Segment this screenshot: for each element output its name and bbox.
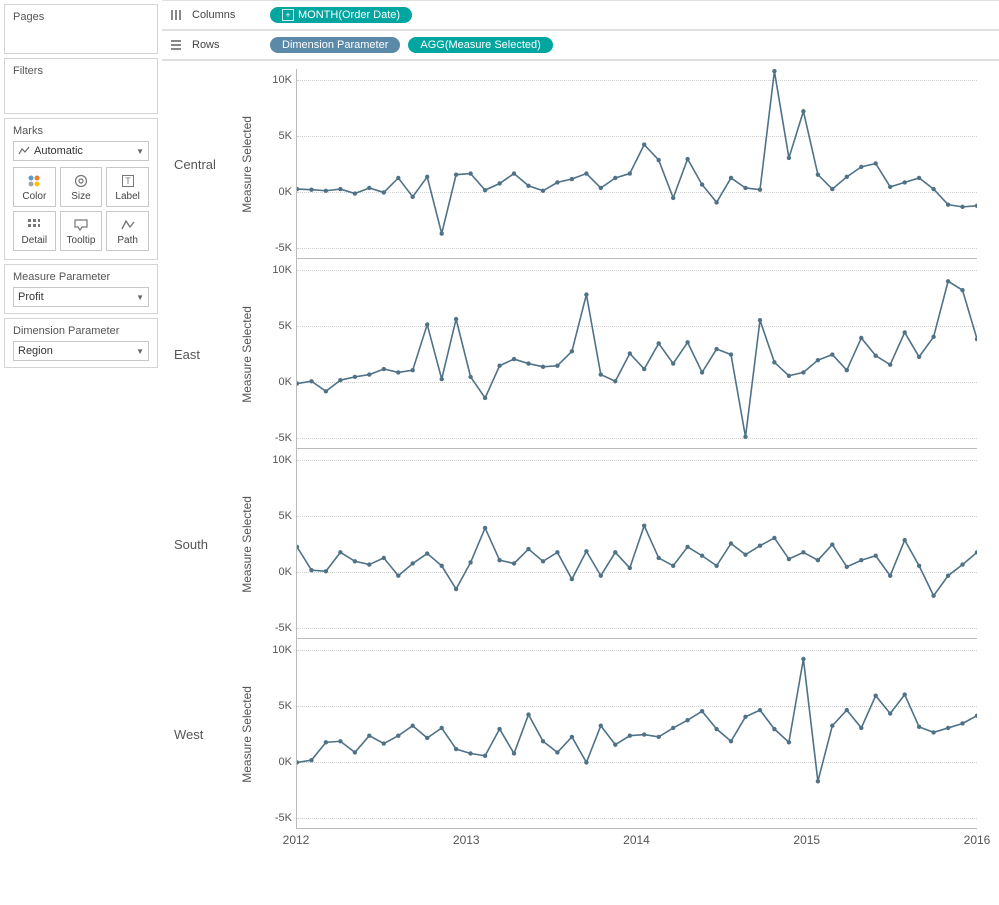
chevron-down-icon: ▼ [136, 147, 144, 156]
y-tick: 5K [279, 700, 292, 712]
filters-card: Filters [4, 58, 158, 114]
x-tick: 2014 [623, 833, 650, 847]
panel-label: West [170, 727, 240, 742]
mark-btn-label: Path [117, 235, 138, 246]
chart-panel: SouthMeasure Selected -5K 0K 5K 10K [170, 449, 991, 639]
chevron-down-icon: ▼ [136, 347, 144, 356]
y-axis-title: Measure Selected [240, 116, 258, 213]
svg-text:T: T [125, 176, 131, 186]
measure-parameter-card: Measure Parameter Profit ▼ [4, 264, 158, 314]
mark-btn-label: Color [22, 191, 46, 202]
rows-pill-2[interactable]: AGG(Measure Selected) [408, 37, 552, 53]
mark-btn-size[interactable]: Size [60, 167, 103, 207]
y-tick: -5K [275, 622, 292, 634]
pages-card: Pages [4, 4, 158, 54]
mark-btn-label: Tooltip [67, 235, 96, 246]
rows-label: Rows [192, 39, 262, 51]
mark-btn-label[interactable]: T Label [106, 167, 149, 207]
mark-btn-detail[interactable]: Detail [13, 211, 56, 251]
mark-btn-path[interactable]: Path [106, 211, 149, 251]
chart-area [296, 259, 977, 449]
marks-title: Marks [13, 125, 149, 137]
y-tick: 10K [272, 74, 292, 86]
y-tick: 10K [272, 454, 292, 466]
dimension-param-select[interactable]: Region ▼ [13, 341, 149, 361]
y-tick: 5K [279, 320, 292, 332]
mark-btn-label: Label [115, 191, 139, 202]
x-tick: 2013 [453, 833, 480, 847]
y-axis-ticks: -5K 0K 5K 10K [258, 449, 296, 639]
mark-btn-label: Detail [22, 235, 48, 246]
panel-label: South [170, 537, 240, 552]
y-axis-title: Measure Selected [240, 306, 258, 403]
measure-param-select[interactable]: Profit ▼ [13, 287, 149, 307]
y-axis-ticks: -5K 0K 5K 10K [258, 639, 296, 829]
y-tick: -5K [275, 812, 292, 824]
chart-panel: WestMeasure Selected -5K 0K 5K 10K [170, 639, 991, 829]
columns-shelf[interactable]: Columns + MONTH(Order Date) [162, 0, 999, 30]
rows-pill-1[interactable]: Dimension Parameter [270, 37, 400, 53]
y-axis-title: Measure Selected [240, 496, 258, 593]
plus-icon: + [282, 9, 294, 21]
x-axis-ticks: 20122013201420152016 [296, 829, 977, 853]
chart-area [296, 69, 977, 259]
columns-pill-label: MONTH(Order Date) [298, 9, 400, 21]
rows-icon [170, 39, 184, 51]
y-axis-title: Measure Selected [240, 686, 258, 783]
y-tick: -5K [275, 432, 292, 444]
y-tick: -5K [275, 242, 292, 254]
y-axis-ticks: -5K 0K 5K 10K [258, 259, 296, 449]
columns-pill[interactable]: + MONTH(Order Date) [270, 7, 412, 23]
y-tick: 5K [279, 130, 292, 142]
y-axis-ticks: -5K 0K 5K 10K [258, 69, 296, 259]
chevron-down-icon: ▼ [136, 293, 144, 302]
dimension-param-value: Region [18, 345, 53, 357]
marks-type-value: Automatic [34, 145, 83, 157]
mark-btn-tooltip[interactable]: Tooltip [60, 211, 103, 251]
columns-icon [170, 9, 184, 21]
measure-param-value: Profit [18, 291, 44, 303]
chart-panel: EastMeasure Selected -5K 0K 5K 10K [170, 259, 991, 449]
columns-label: Columns [192, 9, 262, 21]
dimension-parameter-card: Dimension Parameter Region ▼ [4, 318, 158, 368]
x-tick: 2016 [964, 833, 991, 847]
x-tick: 2012 [283, 833, 310, 847]
y-tick: 5K [279, 510, 292, 522]
y-tick: 0K [279, 376, 292, 388]
y-tick: 0K [279, 756, 292, 768]
marks-type-select[interactable]: Automatic ▼ [13, 141, 149, 161]
y-tick: 0K [279, 186, 292, 198]
marks-card: Marks Automatic ▼ Color Size T Label Detail T… [4, 118, 158, 260]
pages-title: Pages [13, 11, 149, 23]
y-tick: 10K [272, 644, 292, 656]
chart-area [296, 449, 977, 639]
panel-label: Central [170, 157, 240, 172]
y-tick: 10K [272, 264, 292, 276]
chart-panel: CentralMeasure Selected -5K 0K 5K 10K [170, 69, 991, 259]
chart-area [296, 639, 977, 829]
panel-label: East [170, 347, 240, 362]
mark-btn-color[interactable]: Color [13, 167, 56, 207]
measure-param-title: Measure Parameter [13, 271, 149, 283]
rows-pill-2-label: AGG(Measure Selected) [420, 39, 540, 51]
dimension-param-title: Dimension Parameter [13, 325, 149, 337]
y-tick: 0K [279, 566, 292, 578]
filters-title: Filters [13, 65, 149, 77]
rows-shelf[interactable]: Rows Dimension Parameter AGG(Measure Sel… [162, 30, 999, 60]
line-mark-icon [18, 145, 30, 157]
rows-pill-1-label: Dimension Parameter [282, 39, 388, 51]
x-tick: 2015 [793, 833, 820, 847]
mark-btn-label: Size [71, 191, 90, 202]
